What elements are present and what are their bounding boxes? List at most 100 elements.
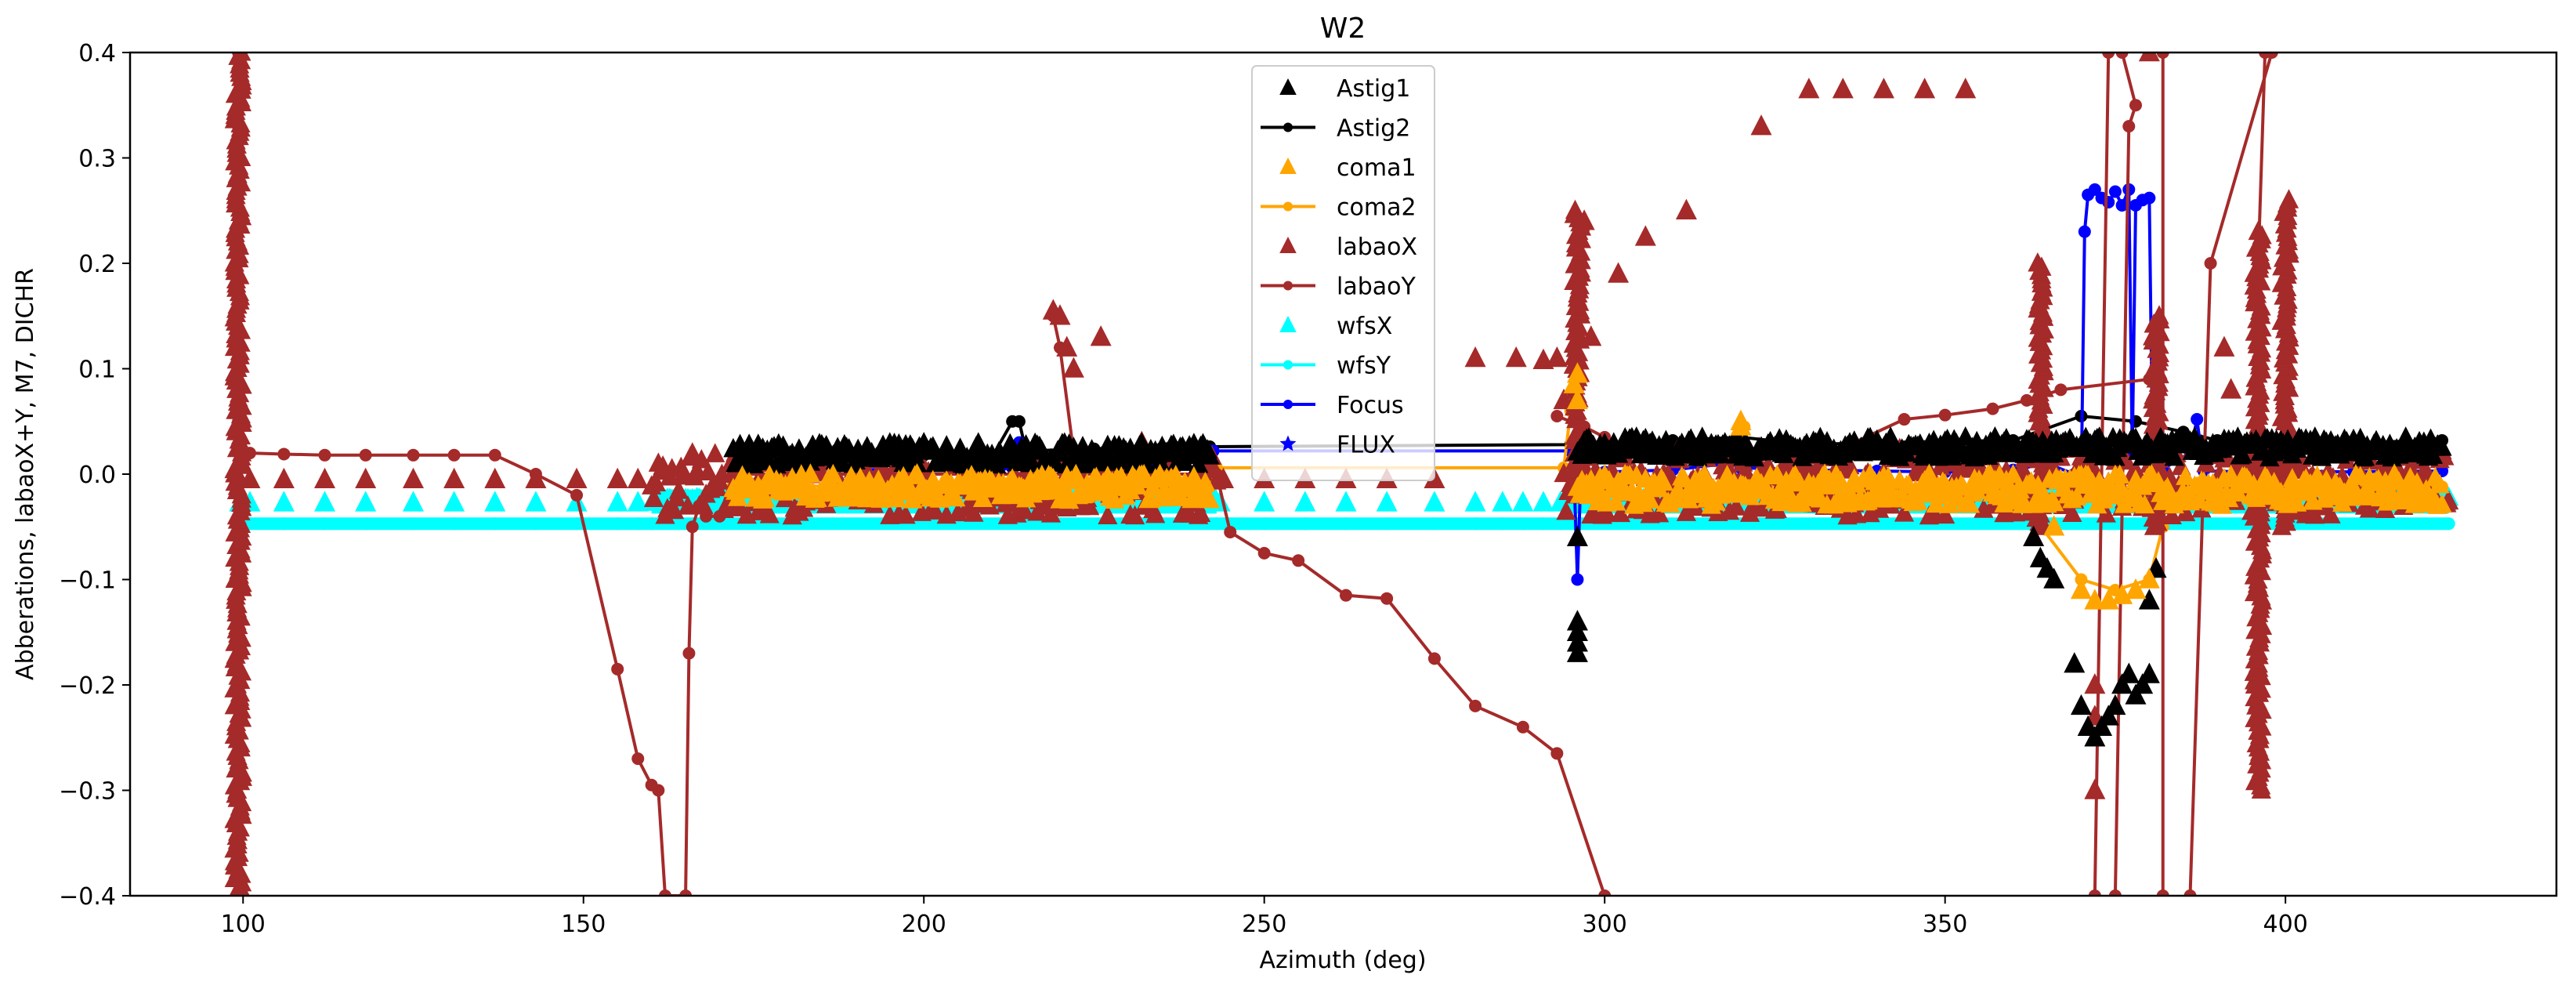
wfsy-point	[529, 517, 542, 531]
labaox-marker	[2248, 220, 2268, 241]
labaox-marker	[1914, 78, 1936, 99]
wfsy-point	[1298, 517, 1312, 531]
wfsy-point	[1516, 517, 1529, 531]
wfsx-marker	[1532, 491, 1554, 512]
legend-item-wfsx: wfsX	[1279, 313, 1392, 340]
y-tick-label: −0.3	[59, 778, 116, 806]
coma1-marker	[2282, 468, 2303, 487]
labaoy-point	[659, 889, 672, 896]
labaoy-point	[686, 520, 699, 534]
labaoy-point	[2204, 257, 2217, 270]
wfsy-point	[359, 517, 372, 531]
legend-label: wfsX	[1337, 313, 1392, 340]
coma1-marker	[823, 463, 843, 484]
labaox-marker	[2149, 305, 2169, 324]
labaox-marker	[1608, 262, 1630, 283]
labaox-marker	[355, 467, 377, 488]
legend-label: FLUX	[1337, 432, 1395, 459]
legend: Astig1 Astig2 coma1 coma2 labaoX labaoY wfsX wf…	[1251, 65, 1435, 481]
labaox-marker	[443, 467, 465, 488]
labaox-marker	[1597, 502, 1617, 522]
wfsx-marker	[1335, 491, 1357, 512]
astig1-marker	[2111, 673, 2133, 694]
labaoy-point	[1550, 410, 1564, 423]
labaox-marker	[1676, 502, 1697, 521]
labaoy-point	[1516, 720, 1529, 734]
labaox-marker	[705, 443, 725, 462]
astig1-marker	[923, 436, 943, 455]
labaox-marker	[1847, 504, 1867, 523]
labaoy-point	[488, 448, 501, 462]
coma1-marker	[1563, 372, 1585, 393]
coma1-marker	[906, 463, 928, 483]
labaox-marker	[1080, 495, 1100, 516]
triangle-marker-icon	[1279, 78, 1297, 95]
coma1-marker	[2287, 492, 2307, 512]
wfsy-point	[611, 517, 624, 531]
coma1-marker	[800, 463, 820, 483]
labaox-marker	[1649, 502, 1670, 523]
x-axis-label: Azimuth (deg)	[1259, 947, 1426, 974]
labaoy-point	[447, 448, 461, 462]
labaox-marker	[2138, 53, 2160, 62]
labaoy-point	[2156, 889, 2169, 896]
labaox-marker	[1935, 504, 1956, 524]
labaox-marker	[1726, 496, 1746, 516]
coma1-marker	[2138, 567, 2160, 589]
wfsx-marker	[484, 491, 506, 512]
labaox-marker	[1062, 357, 1084, 378]
labaoy-point	[2108, 889, 2122, 896]
wfsy-point	[318, 517, 331, 531]
dot-marker-icon	[1283, 281, 1293, 291]
coma1-marker	[1959, 494, 1981, 513]
labaox-marker	[606, 467, 628, 488]
star-marker-icon	[1279, 435, 1297, 451]
legend-label: wfsY	[1337, 353, 1391, 380]
labaox-marker	[2084, 778, 2106, 799]
wfsx-marker	[1254, 491, 1275, 512]
coma1-marker	[2044, 491, 2064, 512]
legend-label: coma2	[1337, 194, 1416, 222]
labaoy-point	[652, 784, 665, 797]
y-axis: −0.4 −0.3 −0.2 −0.1 0.0 0.1 0.2 0.3 0.4	[59, 40, 130, 911]
labaoy-point	[1292, 554, 1305, 567]
labaoy-point	[407, 448, 420, 462]
y-tick-label: −0.1	[59, 567, 116, 595]
labaox-marker	[1832, 78, 1854, 99]
wfsy-point	[645, 517, 658, 531]
astig1-marker	[2064, 652, 2086, 673]
labaox-marker	[314, 467, 336, 488]
series-wfsY	[233, 517, 2455, 531]
labaox-marker	[2028, 252, 2048, 272]
labaox-marker	[239, 467, 261, 488]
labaoy-point	[318, 448, 331, 462]
labaoy-point	[1427, 652, 1441, 665]
labaox-marker	[682, 442, 703, 462]
legend-label: Astig2	[1337, 115, 1410, 143]
astig1-marker	[2091, 715, 2113, 737]
coma1-marker	[2125, 578, 2147, 600]
labaoy-point	[2115, 53, 2129, 59]
labaoy-point	[1898, 413, 1911, 426]
wfsy-point	[407, 517, 420, 531]
labaox-marker	[1675, 198, 1697, 219]
coma1-marker	[946, 487, 966, 507]
wfsy-point	[1554, 517, 1567, 531]
x-tick-label: 350	[1923, 911, 1967, 938]
labaoy-point	[2102, 53, 2115, 59]
legend-item-coma1: coma1	[1279, 154, 1416, 182]
labaoy-point	[1986, 402, 1999, 415]
coma1-marker	[972, 487, 993, 508]
wfsx-marker	[1492, 491, 1514, 512]
dot-marker-icon	[1283, 360, 1293, 370]
labaox-marker	[627, 467, 649, 488]
labaox-marker	[895, 504, 916, 524]
series-Astig1	[723, 426, 2452, 747]
legend-label: Focus	[1337, 392, 1404, 419]
coma1-marker	[754, 487, 776, 508]
astig1-marker	[1199, 445, 1220, 465]
x-tick-label: 150	[561, 911, 606, 938]
labaoy-point	[611, 662, 624, 676]
legend-item-flux: FLUX	[1279, 432, 1395, 459]
